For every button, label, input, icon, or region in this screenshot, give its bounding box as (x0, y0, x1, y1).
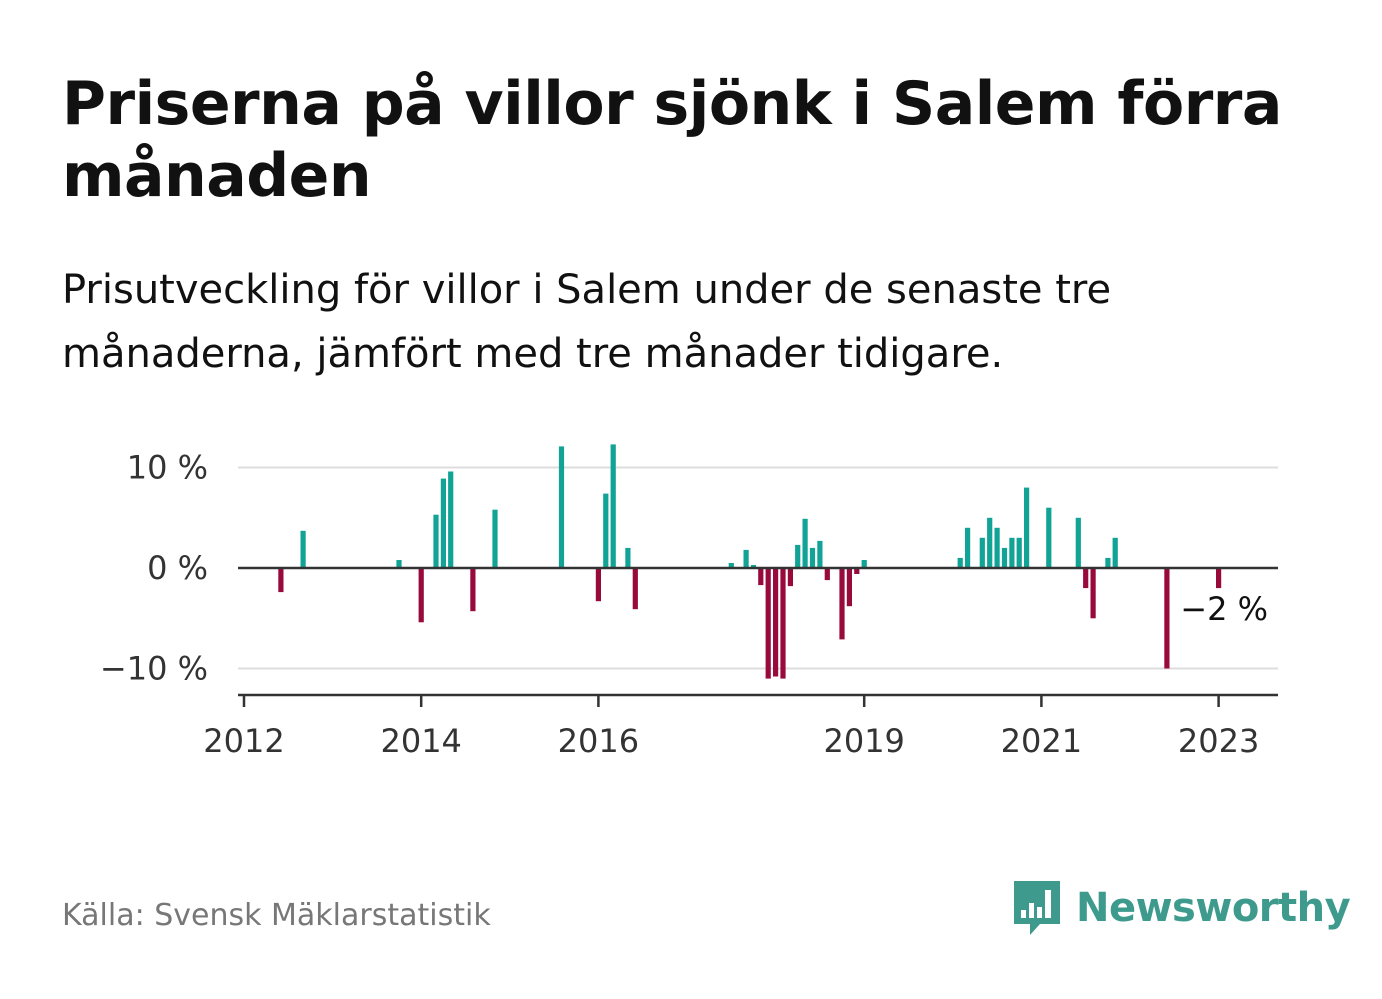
bar (854, 568, 860, 574)
bar (965, 527, 971, 568)
bar (610, 444, 616, 568)
y-tick-label: −10 % (100, 650, 208, 688)
labels: 10 % 0 % −10 % 2012 2014 2016 2019 2021 2023 −2 % (100, 449, 1268, 761)
bar (418, 568, 424, 623)
last-value-label: −2 % (1180, 590, 1268, 628)
bar (795, 544, 801, 568)
bar (625, 547, 631, 568)
bar (603, 493, 609, 568)
source-note: Källa: Svensk Mäklarstatistik (62, 898, 491, 933)
bar (780, 568, 786, 679)
bar (440, 478, 446, 568)
bar (595, 568, 601, 602)
bar (470, 568, 476, 612)
bar (861, 560, 867, 568)
bar (979, 537, 985, 568)
x-tick-label: 2012 (203, 722, 284, 760)
bar (1024, 487, 1030, 568)
bar (994, 527, 1000, 568)
bar (787, 568, 793, 587)
chart-subtitle: Prisutveckling för villor i Salem under … (62, 267, 1112, 377)
bar (824, 568, 830, 581)
bar (448, 471, 454, 568)
chart-title: Priserna på villor sjönk i Salem förra m… (62, 69, 1282, 211)
bars (278, 444, 1222, 679)
bar (278, 568, 284, 593)
bar (743, 549, 749, 568)
bar (846, 568, 852, 607)
bar (1164, 568, 1170, 669)
bar (809, 547, 816, 568)
bar (987, 517, 993, 569)
bar (957, 557, 963, 568)
bar (433, 514, 439, 568)
axes (238, 566, 1278, 707)
grid-lines (238, 466, 1278, 670)
bar (558, 446, 565, 568)
x-tick-label: 2014 (380, 722, 461, 760)
y-tick-label: 0 % (147, 549, 208, 587)
x-tick-label: 2019 (823, 722, 904, 760)
bar (632, 568, 638, 610)
bar (1009, 537, 1015, 568)
x-tick-label: 2016 (558, 722, 639, 760)
bar (728, 563, 734, 568)
bar (817, 540, 823, 568)
bar (773, 568, 779, 677)
bar-chart: 10 % 0 % −10 % 2012 2014 2016 2019 2021 2023 −2 % (100, 444, 1278, 761)
bar (1001, 547, 1008, 568)
bar (1016, 537, 1022, 568)
bar (1112, 537, 1118, 568)
bar (1046, 507, 1052, 568)
bar (396, 560, 402, 568)
bar (750, 565, 757, 568)
bar-chart-speech-bubble-icon (1014, 881, 1060, 935)
bar (1083, 568, 1089, 589)
bar (300, 530, 306, 568)
bar (1216, 568, 1222, 589)
bar (492, 509, 498, 568)
bar (1090, 568, 1096, 619)
bar (758, 568, 764, 586)
bar (1105, 557, 1111, 568)
bar (765, 568, 771, 679)
y-tick-label: 10 % (127, 449, 208, 487)
x-tick-label: 2023 (1178, 722, 1259, 760)
bar (1075, 517, 1081, 569)
bar (802, 518, 808, 568)
bar (839, 568, 845, 640)
brand-name: Newsworthy (1076, 885, 1351, 931)
x-tick-label: 2021 (1001, 722, 1082, 760)
newsworthy-logo: Newsworthy (1010, 878, 1351, 938)
